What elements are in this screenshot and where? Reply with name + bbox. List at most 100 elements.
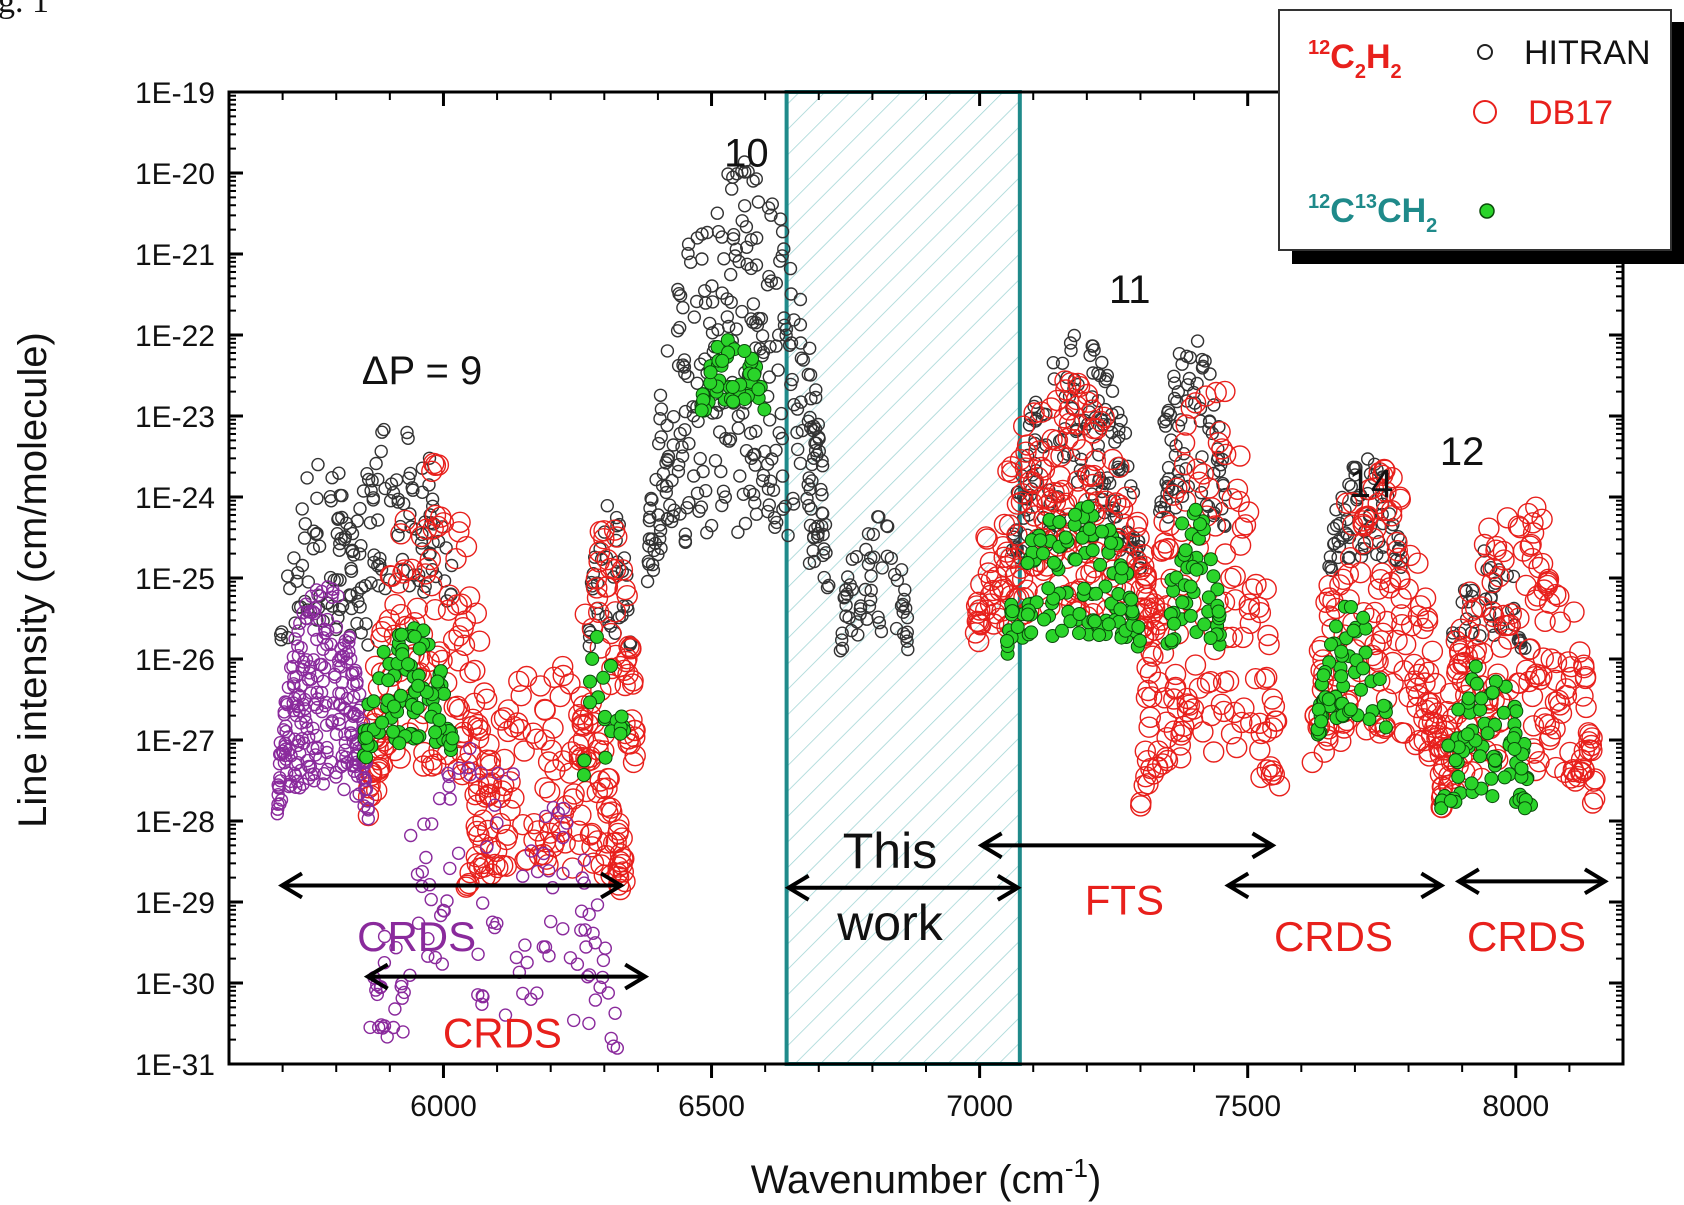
data-point-hitran (1112, 430, 1126, 444)
data-point-13c-isotopologue (409, 730, 424, 745)
data-point-13c-isotopologue (1356, 661, 1371, 676)
x-axis-title-close: ) (1088, 1158, 1101, 1202)
data-point-crds (556, 866, 570, 881)
data-point-hitran (356, 484, 371, 498)
data-point-crds (275, 744, 290, 758)
data-point-db17 (1525, 496, 1547, 518)
data-point-db17 (1522, 512, 1544, 534)
data-point-db17 (424, 599, 446, 621)
data-point-crds (524, 844, 538, 858)
data-point-hitran (1158, 419, 1173, 433)
data-point-db17 (1390, 587, 1412, 609)
data-point-hitran (675, 440, 689, 454)
legend: 12C2H2 HITRAN DB17 12C13CH2 (1278, 9, 1684, 264)
data-point-db17 (1253, 668, 1276, 690)
data-point-db17 (1496, 507, 1519, 529)
data-point-db17 (1234, 514, 1257, 536)
data-point-db17 (1134, 740, 1157, 762)
data-point-13c-isotopologue (1480, 726, 1495, 741)
data-point-db17 (993, 546, 1015, 568)
data-point-db17 (588, 551, 610, 573)
data-point-db17 (612, 848, 634, 870)
data-point-hitran (1055, 356, 1070, 370)
data-point-db17 (1086, 418, 1108, 440)
data-point-hitran (703, 316, 717, 331)
data-point-13c-isotopologue (747, 367, 762, 382)
data-point-crds (299, 597, 313, 611)
data-point-hitran (694, 500, 709, 514)
data-point-db17 (1418, 713, 1440, 736)
data-point-crds (536, 940, 550, 954)
data-point-13c-isotopologue (1183, 608, 1198, 623)
data-point-db17 (1544, 691, 1567, 713)
data-point-crds (442, 779, 456, 793)
data-point-hitran (1477, 544, 1491, 558)
data-point-hitran (369, 456, 383, 471)
data-point-db17 (522, 722, 544, 744)
data-point-db17 (599, 673, 622, 696)
data-point-crds (310, 669, 324, 683)
data-point-hitran (743, 426, 758, 440)
data-point-13c-isotopologue (585, 651, 600, 666)
data-point-hitran (298, 517, 312, 531)
data-point-hitran (1159, 412, 1173, 427)
data-point-hitran (805, 474, 819, 488)
data-point-13c-isotopologue (1211, 604, 1226, 619)
data-point-crds (451, 846, 466, 860)
data-point-13c-isotopologue (1095, 524, 1109, 539)
data-point-db17 (1016, 434, 1039, 456)
data-point-hitran (1028, 433, 1042, 447)
data-point-hitran (746, 487, 761, 502)
data-point-hitran (1105, 384, 1120, 398)
data-point-hitran (397, 497, 411, 511)
data-point-hitran (744, 233, 758, 247)
data-point-db17 (452, 617, 474, 639)
data-point-db17 (1226, 478, 1249, 500)
data-point-hitran (295, 558, 310, 573)
data-point-hitran (1111, 460, 1125, 474)
data-point-hitran (783, 261, 798, 276)
data-point-hitran (353, 600, 367, 614)
x-tick-label: 7000 (946, 1090, 1013, 1123)
data-point-crds (516, 869, 530, 883)
data-point-hitran (1327, 537, 1341, 551)
data-point-crds (329, 770, 343, 784)
data-point-hitran (1100, 368, 1115, 383)
data-point-db17 (1170, 724, 1192, 746)
data-point-db17 (1046, 429, 1069, 452)
data-point-hitran (896, 605, 910, 619)
data-point-hitran (359, 617, 373, 631)
data-point-13c-isotopologue (1189, 562, 1204, 577)
data-point-crds (410, 867, 425, 881)
data-point-13c-isotopologue (725, 380, 740, 394)
data-point-hitran (839, 598, 853, 612)
data-point-db17 (1046, 389, 1068, 412)
data-point-crds (574, 923, 588, 937)
data-point-db17 (1390, 604, 1413, 626)
data-point-crds (291, 756, 305, 770)
x-axis-title-sup: -1 (1065, 1153, 1088, 1183)
data-point-hitran (333, 488, 347, 503)
data-point-13c-isotopologue (1311, 702, 1326, 717)
data-point-hitran (374, 444, 388, 459)
data-point-crds (296, 777, 310, 791)
data-point-db17 (1173, 715, 1195, 737)
data-point-db17 (467, 773, 490, 795)
data-point-13c-isotopologue (437, 686, 451, 701)
data-point-13c-isotopologue (393, 688, 408, 703)
data-point-13c-isotopologue (359, 730, 374, 745)
data-point-hitran (1210, 453, 1225, 467)
data-point-crds (582, 907, 596, 922)
data-point-13c-isotopologue (1020, 607, 1035, 622)
data-point-hitran (784, 377, 798, 392)
data-point-crds (463, 741, 477, 756)
data-point-db17 (384, 593, 406, 616)
data-point-hitran (366, 493, 380, 507)
data-point-hitran (300, 471, 314, 485)
data-point-hitran (1339, 526, 1353, 540)
data-point-db17 (1581, 739, 1603, 762)
data-point-db17 (608, 819, 630, 841)
data-point-db17 (1027, 466, 1049, 489)
data-point-db17 (1186, 458, 1208, 480)
data-point-13c-isotopologue (1188, 502, 1203, 517)
